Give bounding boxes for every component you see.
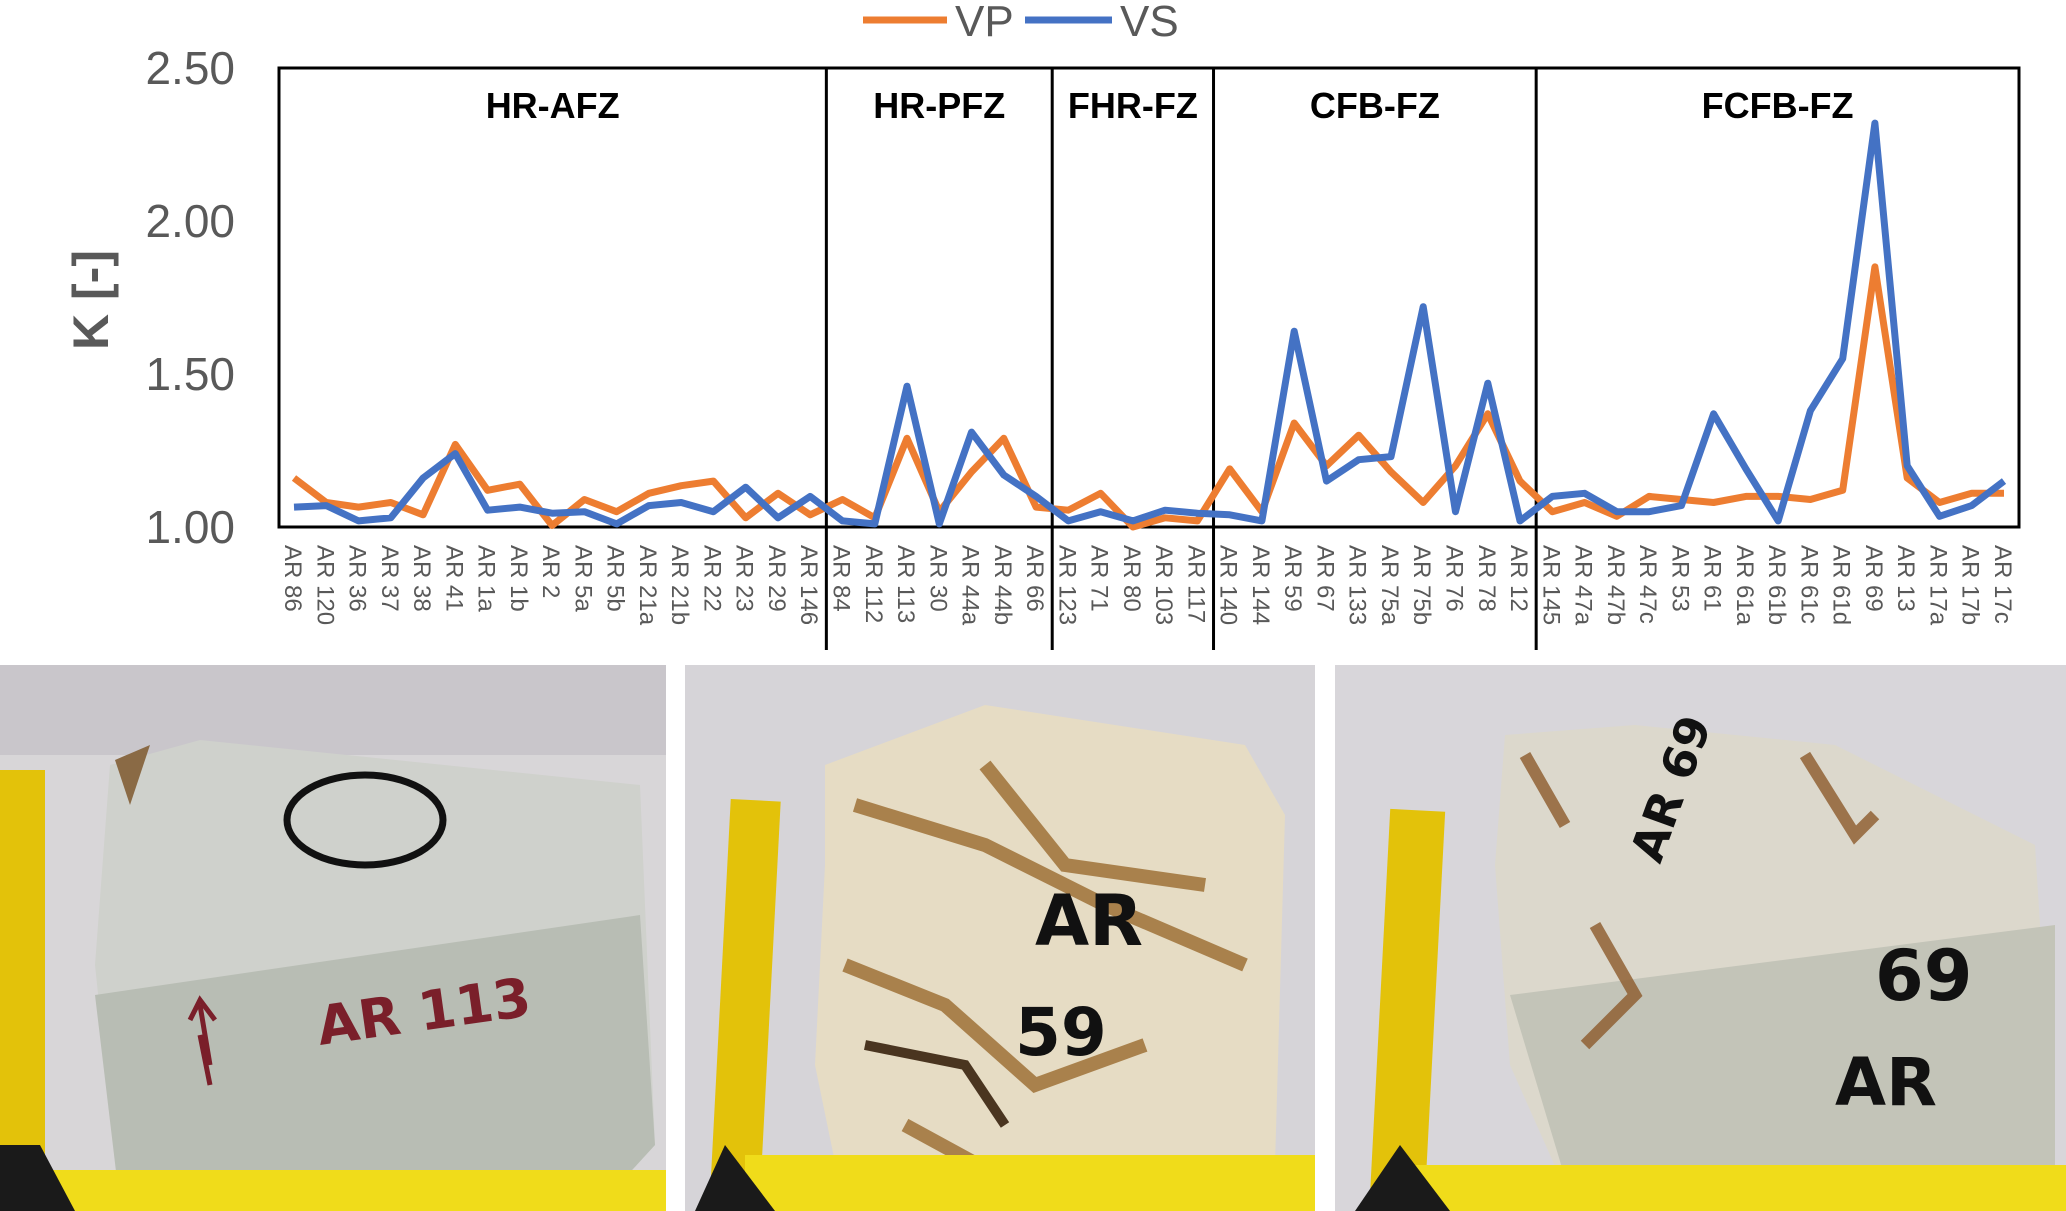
x-tick-label: AR 5b bbox=[602, 545, 629, 612]
x-tick-label: AR 21b bbox=[666, 545, 693, 625]
x-tick-label: AR 47a bbox=[1570, 545, 1597, 626]
legend-vp-label: VP bbox=[955, 0, 1014, 46]
x-tick-label: AR 61c bbox=[1795, 545, 1822, 624]
sample-label-ar-bottom: AR bbox=[1835, 1044, 1937, 1121]
x-tick-labels: AR 86 AR 120 AR 36 AR 37 AR 38 AR 41 AR 1a AR 1… bbox=[279, 545, 2016, 626]
x-tick-label: AR 23 bbox=[731, 545, 758, 612]
x-tick-label: AR 36 bbox=[344, 545, 371, 612]
x-tick-label: AR 17b bbox=[1957, 545, 1984, 625]
x-tick-label: AR 113 bbox=[892, 545, 919, 623]
sample-photo-ar113: AR 113 bbox=[0, 665, 666, 1211]
x-tick-label: AR 61b bbox=[1763, 545, 1790, 625]
series-line-vs bbox=[293, 119, 2007, 528]
y-tick-label: 2.50 bbox=[145, 42, 235, 94]
x-tick-label: AR 1b bbox=[505, 545, 532, 612]
x-tick-label: AR 84 bbox=[827, 545, 854, 612]
y-axis-label: K [-] bbox=[63, 250, 119, 350]
x-tick-label: AR 120 bbox=[311, 545, 338, 625]
x-tick-label: AR 75b bbox=[1408, 545, 1435, 625]
zone-label: CFB-FZ bbox=[1310, 85, 1440, 126]
zone-label: HR-AFZ bbox=[486, 85, 620, 126]
x-tick-label: AR 44b bbox=[989, 545, 1016, 625]
x-tick-label: AR 17a bbox=[1924, 545, 1951, 626]
x-tick-label: AR 59 bbox=[1279, 545, 1306, 612]
x-tick-label: AR 75a bbox=[1376, 545, 1403, 626]
x-tick-label: AR 66 bbox=[1021, 545, 1048, 612]
y-tick-label: 1.00 bbox=[145, 501, 235, 553]
zone-label: FHR-FZ bbox=[1068, 85, 1198, 126]
x-tick-label: AR 44a bbox=[957, 545, 984, 626]
x-tick-label: AR 30 bbox=[924, 545, 951, 612]
y-ticks: 1.00 1.50 2.00 2.50 bbox=[145, 42, 235, 553]
legend: VP VS bbox=[863, 0, 1179, 46]
ruler-horizontal bbox=[1405, 1165, 2066, 1211]
x-tick-label: AR 69 bbox=[1860, 545, 1887, 612]
ruler-horizontal bbox=[40, 1170, 666, 1211]
x-tick-label: AR 47c bbox=[1634, 545, 1661, 624]
sample-label-ar: AR bbox=[1035, 880, 1143, 962]
x-tick-label: AR 103 bbox=[1150, 545, 1177, 625]
x-tick-label: AR 22 bbox=[698, 545, 725, 612]
x-tick-label: AR 144 bbox=[1247, 545, 1274, 625]
y-tick-label: 2.00 bbox=[145, 195, 235, 247]
x-tick-label: AR 76 bbox=[1441, 545, 1468, 612]
ruler-horizontal bbox=[745, 1155, 1315, 1211]
zone-label: HR-PFZ bbox=[873, 85, 1005, 126]
sample-label-59: 59 bbox=[1015, 994, 1107, 1071]
sample-label-69: 69 bbox=[1875, 935, 1972, 1017]
x-tick-label: AR 47b bbox=[1602, 545, 1629, 625]
series-lines bbox=[291, 119, 2007, 531]
x-tick-label: AR 37 bbox=[376, 545, 403, 612]
k-ratio-line-chart: VP VS K [-] 1.00 1.50 2.00 2.50 HR-AFZ HR-PF… bbox=[63, 0, 2021, 650]
ruler-vertical bbox=[709, 798, 781, 1211]
x-tick-label: AR 29 bbox=[763, 545, 790, 612]
x-tick-label: AR 53 bbox=[1666, 545, 1693, 612]
x-tick-label: AR 67 bbox=[1311, 545, 1338, 612]
x-tick-label: AR 80 bbox=[1118, 545, 1145, 612]
x-tick-label: AR 61 bbox=[1699, 545, 1726, 612]
zone-label: FCFB-FZ bbox=[1702, 85, 1854, 126]
x-tick-label: AR 145 bbox=[1537, 545, 1564, 625]
x-tick-label: AR 1a bbox=[473, 545, 500, 612]
x-tick-label: AR 41 bbox=[440, 545, 467, 612]
x-tick-label: AR 71 bbox=[1086, 545, 1113, 612]
x-tick-label: AR 117 bbox=[1182, 545, 1209, 623]
x-tick-label: AR 12 bbox=[1505, 545, 1532, 612]
zone-labels: HR-AFZ HR-PFZ FHR-FZ CFB-FZ FCFB-FZ bbox=[486, 85, 1854, 126]
x-tick-label: AR 133 bbox=[1344, 545, 1371, 625]
x-tick-label: AR 61d bbox=[1828, 545, 1855, 625]
zone-dividers bbox=[824, 68, 1538, 650]
x-tick-label: AR 140 bbox=[1215, 545, 1242, 625]
x-tick-label: AR 78 bbox=[1473, 545, 1500, 612]
x-tick-label: AR 86 bbox=[279, 545, 306, 612]
plot-frame bbox=[277, 66, 2021, 529]
sample-photo-ar59: AR 59 bbox=[685, 665, 1315, 1211]
x-tick-label: AR 13 bbox=[1892, 545, 1919, 612]
x-tick-label: AR 2 bbox=[537, 545, 564, 598]
ruler-vertical bbox=[1369, 808, 1446, 1211]
y-tick-label: 1.50 bbox=[145, 348, 235, 400]
x-tick-label: AR 123 bbox=[1053, 545, 1080, 625]
series-line-vp bbox=[291, 263, 2004, 531]
x-tick-label: AR 5a bbox=[569, 545, 596, 612]
ruler-vertical bbox=[0, 770, 45, 1211]
sample-photo-ar69: AR 69 69 AR bbox=[1335, 665, 2066, 1211]
legend-vs-label: VS bbox=[1120, 0, 1179, 46]
x-tick-label: AR 146 bbox=[795, 545, 822, 625]
x-tick-label: AR 38 bbox=[408, 545, 435, 612]
x-tick-label: AR 17c bbox=[1989, 545, 2016, 624]
x-tick-label: AR 112 bbox=[860, 545, 887, 623]
x-tick-label: AR 61a bbox=[1731, 545, 1758, 626]
x-tick-label: AR 21a bbox=[634, 545, 661, 626]
